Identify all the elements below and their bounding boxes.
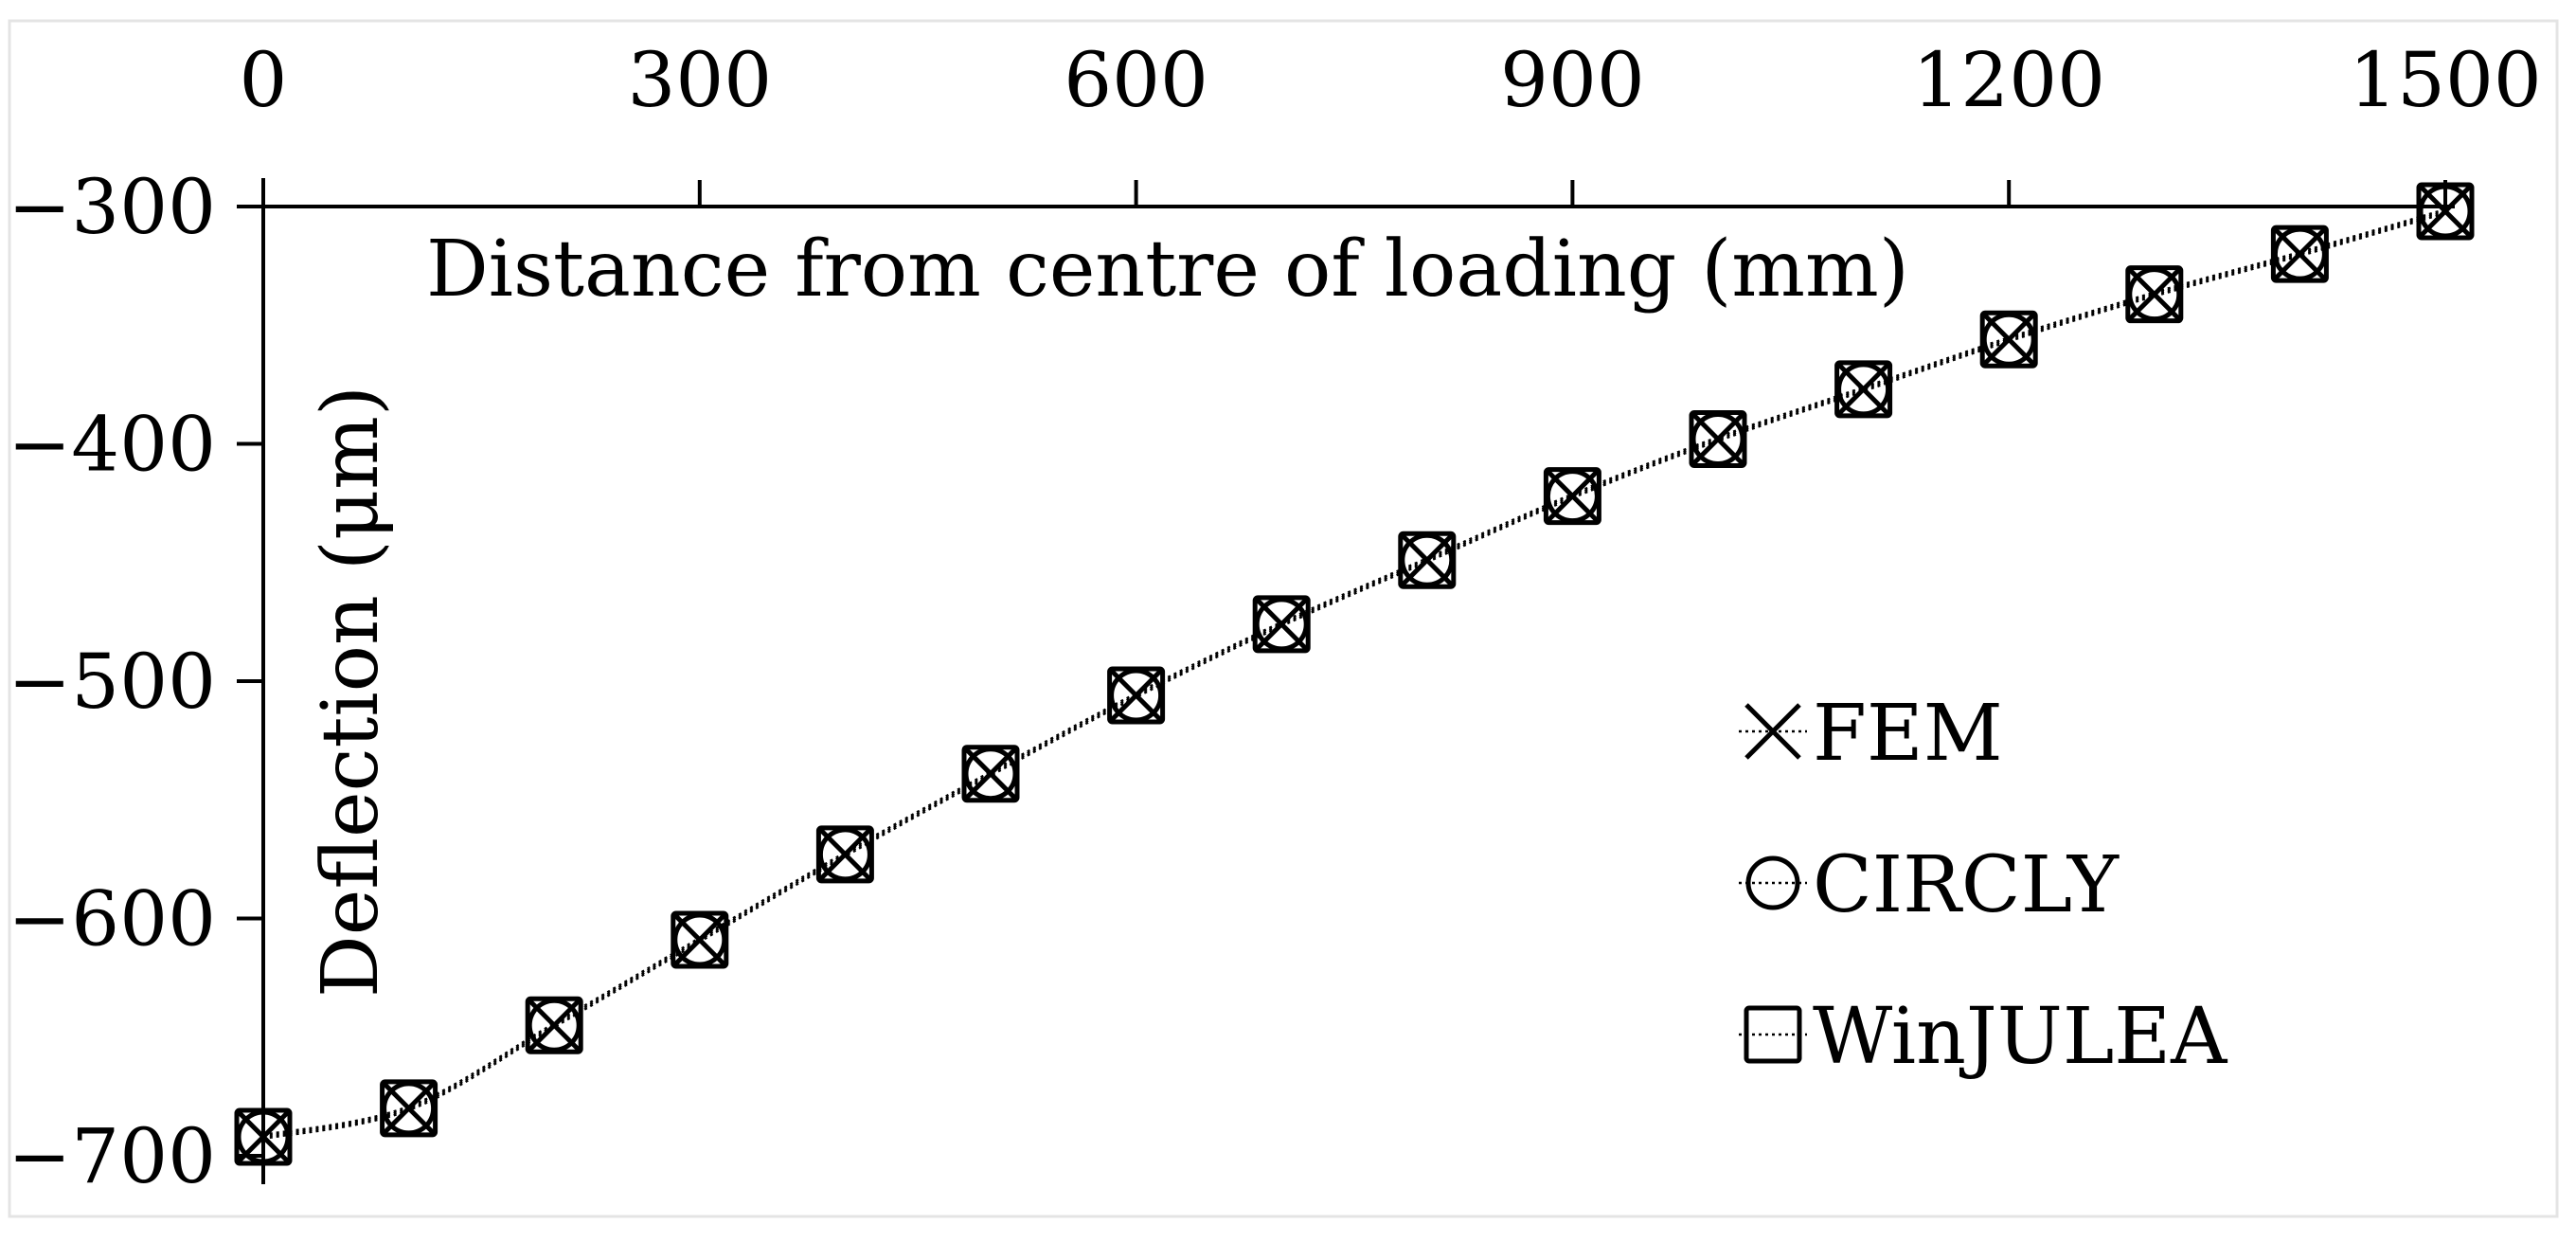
y-tick-label: −400 [8,401,216,489]
winjulea-point [671,910,729,969]
legend-label: CIRCLY [1813,840,2120,930]
x-tick-label: 300 [627,36,772,124]
y-tick-label: −300 [8,163,216,251]
legend: FEM CIRCLY WinJULEA [1739,689,2228,1082]
legend-square-icon [1744,1005,1802,1064]
winjulea-point [1979,310,2038,369]
y-axis-label: Deflection (μm) [306,386,396,998]
figure-border [8,19,2559,1218]
y-tick-label: −500 [8,638,216,726]
winjulea-point [2416,182,2475,241]
winjulea-point [1107,666,1166,725]
winjulea-point [815,825,874,884]
winjulea-point [961,745,1020,803]
winjulea-point [2270,225,2329,283]
x-tick-label: 900 [1500,36,1645,124]
x-tick-label: 1200 [1912,36,2105,124]
winjulea-point [1398,531,1457,589]
x-axis-label: Distance from centre of loading (mm) [426,225,1909,315]
data-markers [234,182,2475,1166]
winjulea-point [525,996,583,1054]
y-tick-label: −600 [8,875,216,963]
axes: 0 300 600 900 1200 1500 −300 −400 −500 −600 −700 [8,36,2542,1200]
legend-label: FEM [1813,689,2003,779]
winjulea-point [1252,595,1311,654]
legend-item-circly: CIRCLY [1739,840,2120,930]
x-tick-label: 1500 [2349,36,2542,124]
cross-stroke [1744,703,1801,760]
winjulea-point [380,1079,438,1138]
legend-cross-icon [1744,703,1801,760]
winjulea-point [1543,467,1601,526]
winjulea-point [1834,360,1893,419]
winjulea-point [1689,409,1747,468]
legend-item-winjulea: WinJULEA [1739,992,2228,1082]
legend-item-fem: FEM [1739,689,2003,779]
winjulea-point [2125,265,2184,324]
legend-circle-icon [1745,855,1800,910]
legend-label: WinJULEA [1813,992,2228,1082]
y-tick-label: −700 [8,1112,216,1200]
x-tick-label: 0 [240,36,288,124]
winjulea-point [234,1107,293,1166]
x-tick-label: 600 [1064,36,1208,124]
